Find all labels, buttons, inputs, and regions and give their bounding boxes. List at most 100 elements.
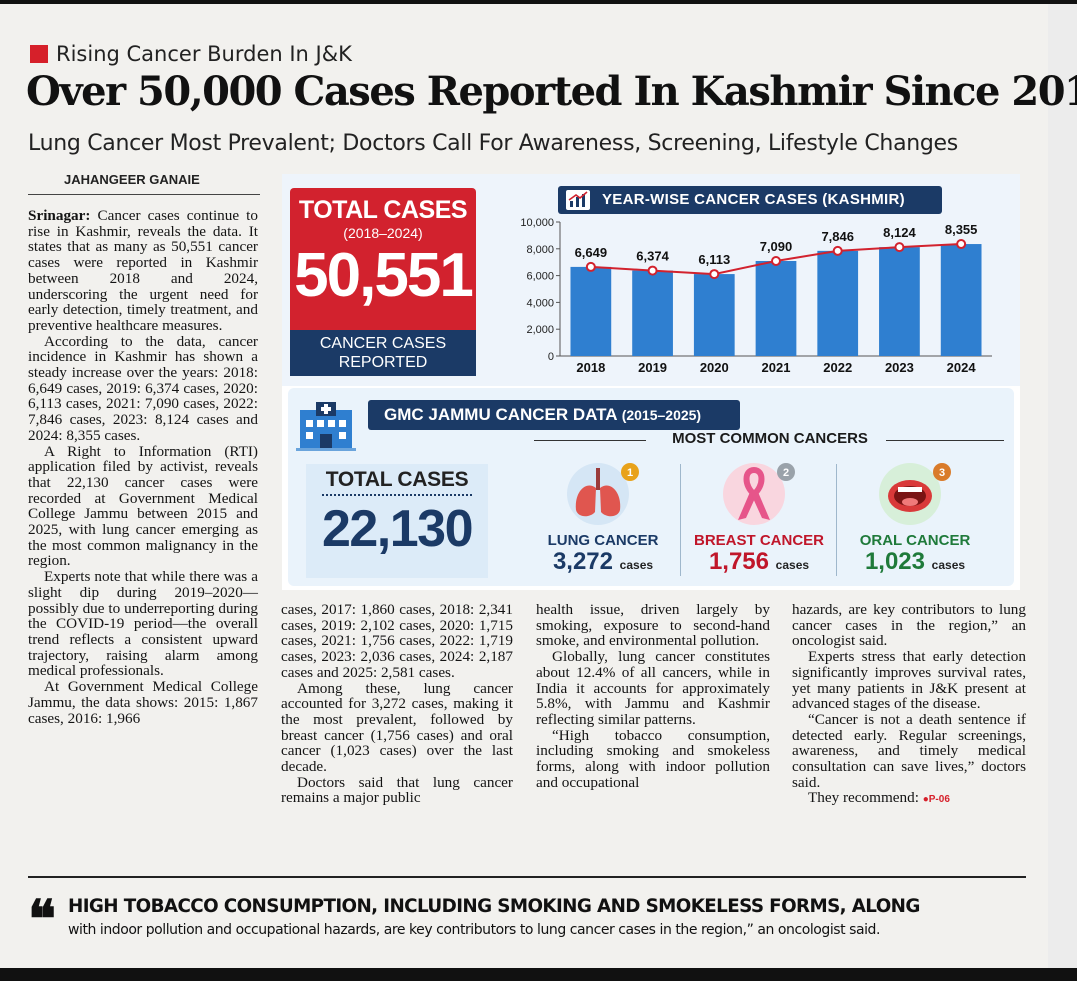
data-label: 8,355 — [945, 222, 978, 237]
cancer-value: 1,756 cases — [708, 548, 810, 575]
article-paragraph: “Cancer is not a death sentence if detec… — [792, 710, 1026, 791]
total-cases-range: (2018–2024) — [343, 225, 423, 241]
gmc-total-number: 22,130 — [321, 500, 474, 558]
pink-ribbon-icon: 2 — [722, 458, 796, 528]
article-paragraph: hazards, are key contributors to lung ca… — [792, 601, 1026, 650]
byline-rule — [28, 194, 260, 195]
data-label: 6,649 — [575, 245, 608, 260]
trend-point — [956, 239, 967, 250]
article-paragraph: Experts stress that early detection sign… — [792, 648, 1026, 713]
pullquote-line-2: with indoor pollution and occupational h… — [68, 922, 880, 938]
gmc-total-label: TOTAL CASES — [325, 468, 469, 491]
gmc-years: (2015–2025) — [621, 407, 702, 423]
cancer-value: 1,023 cases — [864, 548, 966, 575]
chart-title-bar: YEAR-WISE CANCER CASES (KASHMIR) — [558, 186, 942, 214]
y-tick-label: 8,000 — [526, 244, 554, 256]
bar-chart-icon — [566, 190, 590, 210]
x-tick-label: 2021 — [762, 360, 791, 375]
bar — [755, 260, 797, 356]
data-label: 8,124 — [883, 225, 916, 240]
footer-line-2: REPORTED — [338, 354, 428, 371]
dateline: Srinagar: — [28, 207, 91, 224]
article-column-2: cases, 2017: 1,860 cases, 2018: 2,341 ca… — [281, 602, 513, 806]
cancer-name: ORAL CANCER — [859, 532, 971, 549]
lungs-icon: 1 — [566, 458, 640, 528]
trend-point — [771, 255, 781, 266]
title-rule-right — [886, 440, 1004, 441]
headline: Over 50,000 Cases Reported In Kashmir Si… — [26, 68, 1077, 115]
x-tick-label: 2024 — [947, 360, 977, 375]
article-paragraph: Doctors said that lung cancer remains a … — [281, 773, 513, 807]
total-cases-number: 50,551 — [294, 241, 474, 310]
y-tick-label: 6,000 — [526, 271, 554, 283]
rank-badge: 1 — [627, 467, 633, 479]
hospital-icon — [294, 396, 358, 452]
kicker-text: Rising Cancer Burden In J&K — [56, 42, 352, 66]
infographic: TOTAL CASES (2018–2024) 50,551 CANCER CA… — [282, 174, 1020, 590]
pullquote-rule — [28, 876, 1026, 878]
total-cases-box: TOTAL CASES (2018–2024) 50,551 CANCER CA… — [290, 188, 476, 376]
article-column-4: hazards, are key contributors to lung ca… — [792, 602, 1026, 808]
bar — [632, 270, 673, 356]
data-label: 6,374 — [636, 249, 669, 264]
title-rule-left — [534, 440, 646, 441]
page-reference-link[interactable]: ●P-06 — [922, 794, 950, 806]
article-column-1: Srinagar: Cancer cases continue to rise … — [28, 208, 258, 726]
x-tick-label: 2023 — [885, 360, 914, 375]
gmc-title-bar: GMC JAMMU CANCER DATA (2015–2025) — [368, 400, 740, 430]
x-tick-label: 2018 — [576, 360, 605, 375]
article-paragraph: Globally, lung cancer constitutes about … — [536, 648, 770, 728]
article-paragraph: A Right to Information (RTI) application… — [28, 442, 258, 570]
page-margin-strip — [1048, 4, 1077, 968]
year-wise-bar-chart: 0 2,000 4,000 6,000 8,000 10,000 2018 2019 2020 2… — [520, 217, 992, 375]
article-paragraph: cases, 2017: 1,860 cases, 2018: 2,341 ca… — [281, 601, 513, 681]
trend-point — [894, 242, 905, 253]
cancer-card-oral: 3 ORAL CANCER 1,023 cases — [840, 456, 990, 580]
article-paragraph: Experts note that while there was a slig… — [28, 568, 258, 680]
cancer-value: 3,272 cases — [552, 548, 654, 575]
byline: JAHANGEER GANAIE — [64, 172, 200, 187]
cancer-name: BREAST CANCER — [693, 532, 824, 549]
rank-badge: 3 — [939, 467, 945, 479]
data-label: 7,090 — [760, 239, 793, 254]
trend-point — [647, 265, 658, 276]
article-paragraph: Among these, lung cancer accounted for 3… — [281, 679, 513, 776]
card-separator — [836, 464, 837, 576]
data-label: 6,113 — [698, 252, 730, 267]
bar — [879, 247, 920, 356]
total-cases-footer: CANCER CASES REPORTED — [290, 330, 476, 376]
red-square-icon — [30, 45, 48, 63]
x-tick-label: 2019 — [638, 360, 667, 375]
mouth-icon: 3 — [878, 458, 952, 528]
y-tick-label: 0 — [548, 351, 554, 363]
dotted-divider — [322, 494, 472, 496]
y-tick-label: 10,000 — [520, 217, 554, 229]
trend-point — [709, 269, 720, 280]
quote-mark-icon: ❝ — [28, 889, 56, 950]
trend-point — [585, 261, 596, 272]
article-column-3: health issue, driven largely by smoking,… — [536, 602, 770, 790]
article-paragraph: According to the data, cancer incidence … — [28, 332, 258, 444]
data-label: 7,846 — [821, 229, 854, 244]
gmc-title: GMC JAMMU CANCER DATA — [384, 405, 617, 424]
y-tick-label: 2,000 — [526, 324, 554, 336]
total-cases-title: TOTAL CASES — [298, 196, 468, 224]
article-paragraph: At Government Medical College Jammu, the… — [28, 678, 258, 727]
article-paragraph: They recommend: ●P-06 — [808, 789, 950, 807]
trend-point — [832, 245, 843, 256]
bar — [693, 274, 735, 356]
section-kicker: Rising Cancer Burden In J&K — [30, 42, 352, 66]
bar — [817, 250, 859, 356]
bar — [570, 266, 612, 356]
chart-title: YEAR-WISE CANCER CASES (KASHMIR) — [602, 191, 905, 208]
cancer-card-lung: 1 LUNG CANCER 3,272 cases — [528, 456, 678, 580]
rank-badge: 2 — [783, 467, 789, 479]
cancer-card-breast: 2 BREAST CANCER 1,756 cases — [684, 456, 834, 580]
article-paragraph: “High tobacco consumption, including smo… — [536, 726, 770, 791]
bar — [940, 244, 982, 356]
cancer-name: LUNG CANCER — [547, 532, 659, 549]
x-tick-label: 2020 — [700, 360, 729, 375]
subheadline: Lung Cancer Most Prevalent; Doctors Call… — [28, 131, 958, 156]
gmc-total-box: TOTAL CASES 22,130 — [306, 464, 488, 578]
card-separator — [680, 464, 681, 576]
